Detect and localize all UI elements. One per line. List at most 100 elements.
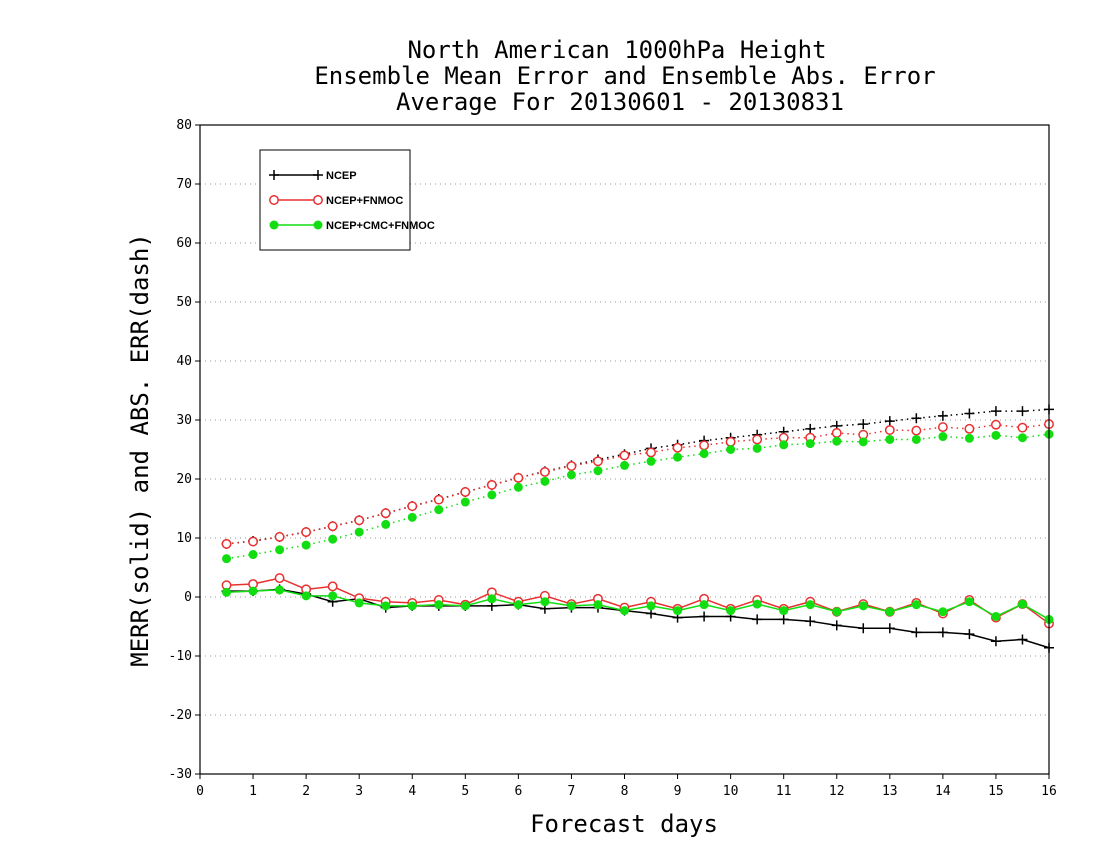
y-tick-label: -20 (169, 708, 192, 723)
merr-point (831, 620, 842, 631)
merr-point (1017, 599, 1027, 609)
y-tick-label: 80 (176, 118, 192, 133)
x-tick-label: 10 (723, 784, 739, 799)
legend: NCEP NCEP+FNMOC NCEP+CMC+FNMOC (259, 149, 435, 251)
abserr-point (381, 519, 391, 529)
series-ncep-fnmoc (221, 419, 1054, 629)
y-tick-label: -10 (169, 649, 192, 664)
x-tick-label: 16 (1041, 784, 1057, 799)
merr-point (778, 614, 789, 625)
abserr-point (832, 436, 842, 446)
abserr-point (884, 425, 895, 435)
abserr-point (327, 521, 338, 532)
y-tick-label: 0 (184, 590, 192, 605)
merr-point (911, 600, 921, 610)
abserr-point (248, 550, 258, 560)
merr-point (513, 600, 523, 610)
abserr-point (354, 527, 364, 537)
y-tick-label: 50 (176, 295, 192, 310)
merr-point (885, 607, 895, 617)
x-tick-label: 9 (674, 784, 682, 799)
abserr-point (884, 416, 895, 427)
abserr-point (779, 440, 789, 450)
abserr-point (328, 534, 338, 544)
y-axis-label: MERR(solid) and ABS. ERR(dash) (126, 233, 154, 666)
abserr-point (222, 554, 232, 564)
abserr-point (672, 442, 683, 453)
abserr-point (911, 413, 922, 424)
abserr-point (380, 508, 391, 519)
merr-point (726, 606, 736, 616)
legend-marker-start (269, 220, 279, 230)
y-tick-label: -30 (169, 767, 192, 782)
x-tick-label: 3 (355, 784, 363, 799)
y-tick-label: 30 (176, 413, 192, 428)
merr-point (964, 597, 974, 607)
abserr-point (407, 512, 417, 522)
x-tick-label: 14 (935, 784, 951, 799)
merr-point (434, 600, 444, 610)
legend-marker-start (269, 195, 279, 205)
merr-point (407, 601, 417, 611)
abserr-point (1017, 433, 1027, 443)
abserr-point (911, 434, 921, 444)
abserr-point (673, 452, 683, 462)
abserr-point (858, 437, 868, 447)
x-tick-label: 6 (514, 784, 522, 799)
abserr-point (725, 436, 736, 447)
merr-point (911, 627, 922, 638)
merr-point (673, 606, 683, 616)
abserr-point (540, 476, 550, 486)
y-tick-label: 10 (176, 531, 192, 546)
abserr-point (221, 538, 232, 549)
abserr-point (858, 419, 869, 430)
x-tick-label: 15 (988, 784, 1004, 799)
abserr-point (487, 490, 497, 500)
merr-point (832, 607, 842, 617)
abserr-point (434, 505, 444, 515)
merr-point (752, 599, 762, 609)
abserr-point (513, 472, 524, 483)
abserr-point (513, 482, 523, 492)
abserr-point (990, 419, 1001, 430)
merr-point (937, 627, 948, 638)
abserr-point (937, 410, 948, 421)
merr-point (858, 601, 868, 611)
x-tick-label: 2 (302, 784, 310, 799)
abserr-point (275, 545, 285, 555)
series-layer (221, 404, 1054, 653)
abserr-point (1017, 422, 1028, 433)
abserr-point (752, 434, 763, 445)
abserr-point (937, 422, 948, 433)
merr-point (779, 606, 789, 616)
x-tick-label: 7 (568, 784, 576, 799)
merr-point (938, 607, 948, 617)
abserr-point (964, 423, 975, 434)
x-tick-label: 11 (776, 784, 792, 799)
legend-label: NCEP+CMC+FNMOC (326, 220, 435, 232)
merr-point (327, 581, 338, 592)
merr-point (328, 591, 338, 601)
abserr-point (805, 439, 815, 449)
merr-line (226, 588, 1050, 649)
legend-marker-start (269, 170, 279, 180)
legend-item: NCEP+CMC+FNMOC (269, 220, 435, 232)
abserr-point (620, 460, 629, 470)
x-tick-label: 12 (829, 784, 845, 799)
merr-point (991, 611, 1001, 621)
legend-marker-end (313, 170, 323, 180)
merr-point (990, 636, 1001, 647)
merr-point (646, 601, 656, 611)
chart-title: North American 1000hPa Height Ensemble M… (314, 36, 935, 116)
legend-item: NCEP (269, 170, 357, 182)
merr-point (805, 600, 815, 610)
abserr-line (226, 408, 1050, 545)
abserr-point (301, 527, 312, 538)
y-tick-label: 20 (176, 472, 192, 487)
abserr-point (486, 479, 497, 490)
merr-point (699, 611, 710, 622)
merr-point (964, 629, 975, 640)
merr-point (381, 601, 391, 611)
abserr-point (566, 470, 576, 480)
